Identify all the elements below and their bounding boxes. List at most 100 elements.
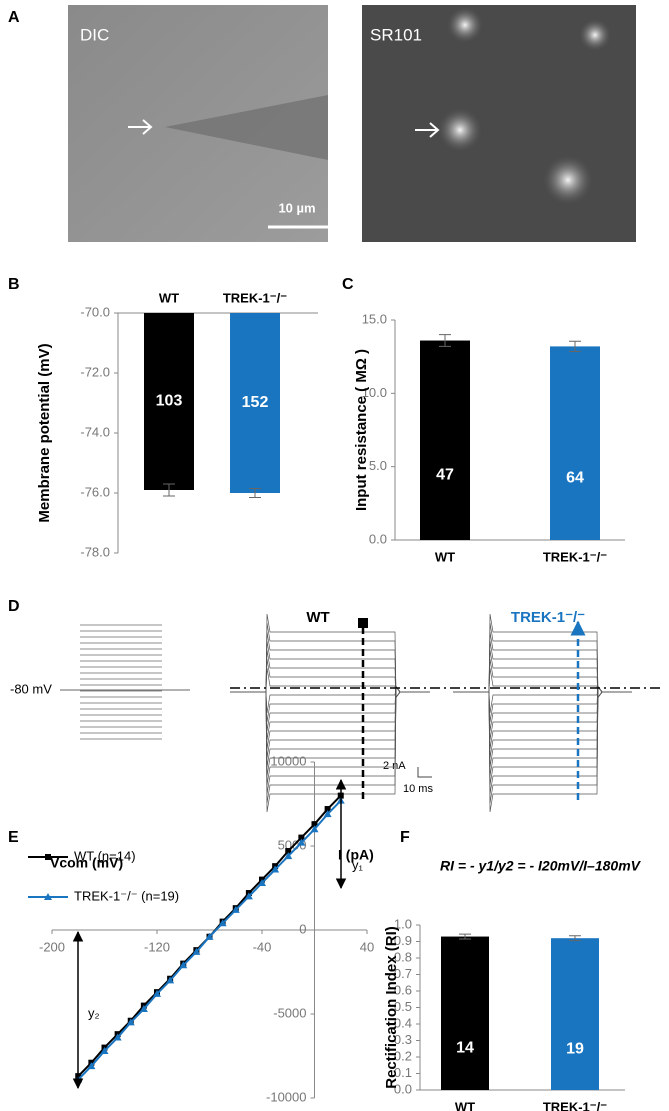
image-label: SR101 xyxy=(370,25,422,44)
scale-label: 2 nA xyxy=(383,760,406,772)
bar xyxy=(230,313,280,493)
x-tick-label: 40 xyxy=(360,939,374,954)
y-tick-label: 0.6 xyxy=(394,982,412,997)
trace xyxy=(453,685,632,732)
marker xyxy=(126,1018,135,1026)
marker xyxy=(244,892,253,900)
y-tick-label: 0.3 xyxy=(394,1032,412,1047)
y-tick-label: -5000 xyxy=(273,1005,306,1020)
x-axis-title: Vcom (mV) xyxy=(50,855,123,871)
x-tick-label: -120 xyxy=(144,939,170,954)
marker xyxy=(166,976,175,984)
y-tick-label: 0.2 xyxy=(394,1048,412,1063)
trace xyxy=(230,685,430,714)
legend-label: TREK-1⁻/⁻ (n=19) xyxy=(74,888,179,903)
legend-marker xyxy=(45,854,51,860)
marker xyxy=(311,821,318,828)
y-tick-label: 10000 xyxy=(270,753,306,768)
y-tick-label: 5.0 xyxy=(369,458,387,473)
category-label: WT xyxy=(435,549,455,564)
marker xyxy=(323,810,332,818)
marker xyxy=(153,989,161,997)
arrow xyxy=(128,119,153,135)
n-label: 103 xyxy=(156,393,183,410)
trace xyxy=(453,685,632,813)
marker xyxy=(192,947,201,955)
trace xyxy=(230,685,430,768)
category-label: WT xyxy=(159,290,179,305)
y-tick-label: -76.0 xyxy=(80,484,110,499)
y-tick-label: 0.0 xyxy=(369,531,387,546)
trace xyxy=(230,685,430,750)
trace xyxy=(230,685,430,732)
y-tick-label: 0.5 xyxy=(394,999,412,1014)
error-bar xyxy=(569,340,581,353)
error-bar xyxy=(439,334,451,347)
error-bar xyxy=(569,935,581,942)
bar xyxy=(551,938,599,1090)
marker xyxy=(100,1046,109,1054)
category-label: WT xyxy=(455,1099,475,1111)
x-tick-label: -200 xyxy=(39,939,65,954)
legend-marker xyxy=(44,893,52,900)
legend-label: WT (n=14) xyxy=(74,848,136,863)
y-tick-label: 1.0 xyxy=(394,916,412,931)
error-bar xyxy=(459,933,471,940)
trace xyxy=(453,685,632,768)
y-tick-label: -70.0 xyxy=(80,304,110,319)
n-label: 152 xyxy=(242,394,269,411)
y-tick-label: 5000 xyxy=(278,837,307,852)
y-axis-title: Rectification Index (RI) xyxy=(383,926,400,1089)
trace xyxy=(230,640,430,699)
trace xyxy=(453,685,632,786)
trace xyxy=(453,685,632,714)
trace xyxy=(453,658,632,699)
x-tick-label: -40 xyxy=(253,939,272,954)
cell xyxy=(447,7,483,43)
traces xyxy=(60,613,660,813)
marker xyxy=(179,961,188,969)
marker xyxy=(113,1033,122,1041)
marker xyxy=(298,834,305,841)
panel-label: C xyxy=(342,276,354,293)
y-tick-label: -72.0 xyxy=(80,364,110,379)
scale-label: 10 µm xyxy=(278,200,315,215)
trace xyxy=(230,613,430,699)
annotation: y₁ xyxy=(352,857,364,872)
y-tick-label: 0.7 xyxy=(394,966,412,981)
marker xyxy=(231,905,240,913)
error-bar xyxy=(163,483,175,497)
trace xyxy=(453,640,632,699)
marker xyxy=(258,878,266,886)
bar xyxy=(550,346,600,540)
bar xyxy=(441,936,489,1090)
trace-title: TREK-1⁻/⁻ xyxy=(511,609,585,626)
y-tick-label: 10.0 xyxy=(362,385,387,400)
panel-label: B xyxy=(8,276,20,293)
marker xyxy=(87,1062,96,1070)
y-axis-title: Membrane potential (mV) xyxy=(36,343,53,522)
marker xyxy=(284,852,293,860)
cell xyxy=(579,19,611,51)
trace-title: WT xyxy=(306,609,329,626)
panel-label: A xyxy=(8,9,20,26)
trace xyxy=(230,685,430,813)
panel-label: D xyxy=(8,598,20,615)
y-tick-label: 0.8 xyxy=(394,949,412,964)
y-tick-label: 0.9 xyxy=(394,933,412,948)
image-label: DIC xyxy=(80,25,109,44)
marker xyxy=(139,1004,148,1012)
y-axis-title: Input resistance ( MΩ ) xyxy=(353,349,370,511)
error-bar xyxy=(249,488,261,498)
marker xyxy=(324,806,331,813)
trace xyxy=(453,667,632,699)
category-label: TREK-1⁻/⁻ xyxy=(223,290,287,305)
measure-end xyxy=(358,618,368,628)
cell xyxy=(438,108,482,152)
scale-bar xyxy=(417,767,432,778)
annotation: y₂ xyxy=(88,1005,100,1020)
y-tick-label: -78.0 xyxy=(80,544,110,559)
marker xyxy=(218,919,227,927)
y-tick-label: 15.0 xyxy=(362,311,387,326)
